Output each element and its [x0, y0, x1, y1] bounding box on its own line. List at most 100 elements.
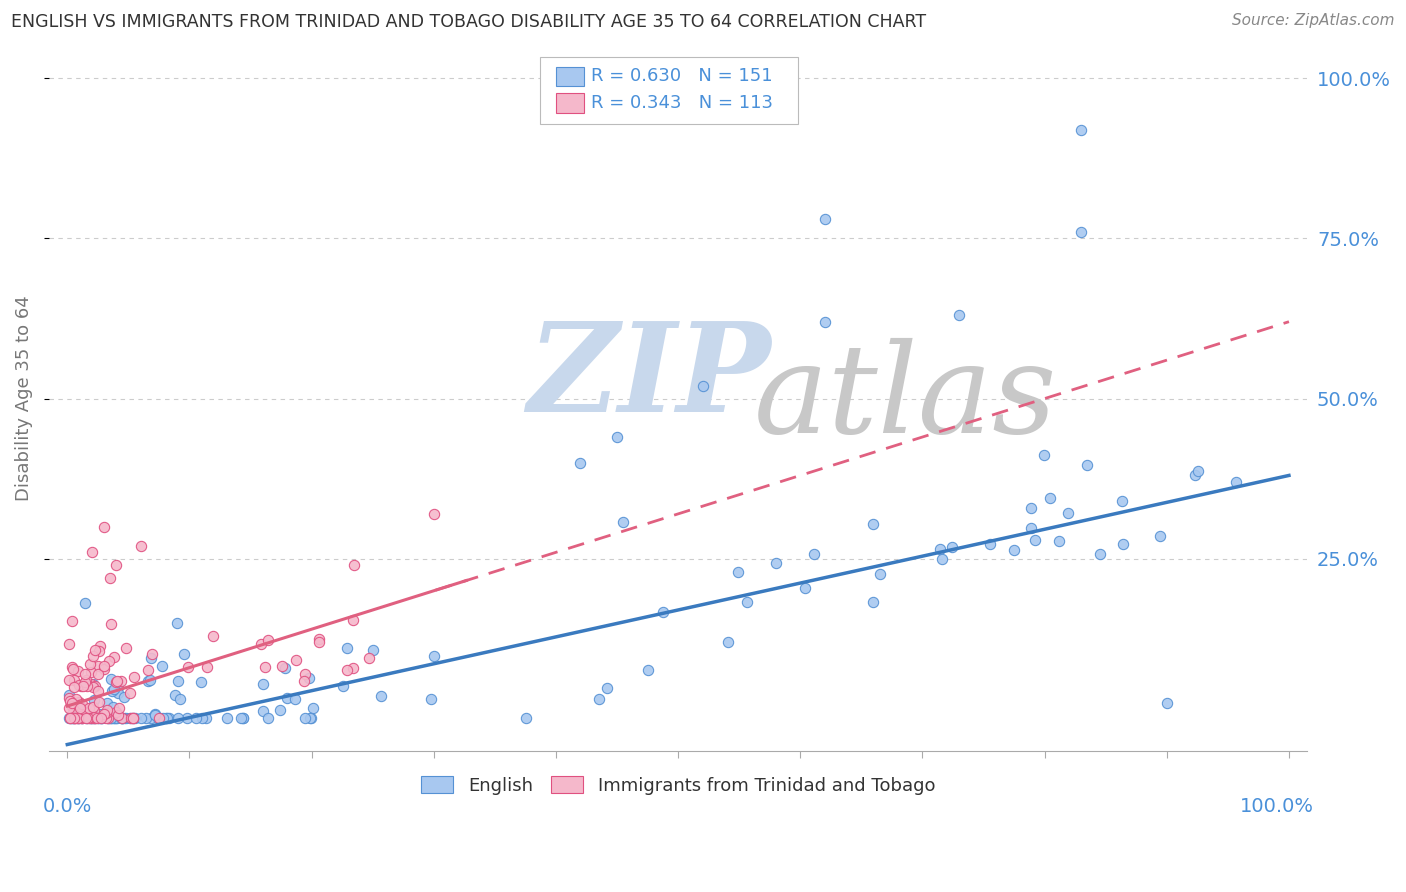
Point	[104, 711, 127, 725]
Point	[96, 710, 118, 724]
Text: Source: ZipAtlas.com: Source: ZipAtlas.com	[1232, 13, 1395, 29]
Point	[169, 691, 191, 706]
Point	[138, 674, 160, 689]
Point	[83, 711, 105, 725]
Point	[110, 711, 132, 725]
Point	[66, 711, 89, 725]
Point	[80, 545, 103, 559]
Point	[111, 711, 134, 725]
Point	[67, 711, 90, 725]
Point	[862, 595, 884, 609]
Point	[342, 661, 364, 675]
FancyBboxPatch shape	[555, 94, 583, 113]
Point	[423, 507, 446, 521]
Point	[1047, 534, 1070, 549]
Text: R = 0.630   N = 151: R = 0.630 N = 151	[592, 67, 773, 85]
Point	[58, 690, 80, 705]
Point	[271, 659, 294, 673]
Point	[727, 565, 749, 579]
Point	[1039, 491, 1062, 505]
Point	[1225, 475, 1247, 489]
Point	[342, 613, 364, 627]
Point	[129, 711, 152, 725]
Point	[93, 519, 115, 533]
Point	[84, 643, 107, 657]
Point	[257, 711, 280, 725]
Point	[101, 711, 124, 725]
Point	[93, 658, 115, 673]
Point	[73, 667, 96, 681]
Point	[190, 674, 212, 689]
Point	[58, 673, 80, 688]
Point	[1070, 225, 1092, 239]
Point	[65, 692, 87, 706]
Point	[118, 711, 141, 725]
Point	[84, 711, 107, 725]
Point	[150, 659, 173, 673]
Point	[284, 691, 307, 706]
Point	[173, 648, 195, 662]
Point	[606, 430, 628, 444]
Point	[612, 515, 634, 529]
Point	[114, 640, 136, 655]
Point	[129, 539, 152, 553]
Point	[80, 711, 103, 725]
Point	[58, 637, 80, 651]
Point	[58, 701, 80, 715]
Point	[110, 711, 132, 725]
Point	[83, 703, 105, 717]
Point	[1021, 521, 1043, 535]
Point	[114, 711, 136, 725]
Point	[100, 711, 122, 725]
Point	[336, 640, 359, 655]
Point	[110, 674, 132, 689]
Point	[58, 711, 80, 725]
Point	[292, 674, 315, 689]
Point	[765, 557, 787, 571]
Point	[107, 686, 129, 700]
Point	[89, 639, 111, 653]
Point	[423, 648, 446, 663]
Point	[79, 665, 101, 680]
Point	[67, 678, 90, 692]
Point	[814, 315, 837, 329]
Point	[105, 674, 128, 689]
Text: ENGLISH VS IMMIGRANTS FROM TRINIDAD AND TOBAGO DISABILITY AGE 35 TO 64 CORRELATI: ENGLISH VS IMMIGRANTS FROM TRINIDAD AND …	[11, 13, 927, 31]
Point	[104, 675, 127, 690]
Point	[256, 633, 278, 648]
Point	[146, 711, 169, 725]
Point	[63, 673, 86, 687]
Point	[107, 681, 129, 695]
Point	[148, 711, 170, 725]
Point	[96, 711, 118, 725]
Point	[1156, 696, 1178, 710]
Point	[163, 688, 186, 702]
Point	[100, 617, 122, 632]
Point	[76, 711, 98, 725]
Point	[167, 673, 190, 688]
Point	[62, 698, 84, 713]
Point	[96, 710, 118, 724]
Point	[58, 711, 80, 725]
Point	[202, 629, 225, 643]
FancyBboxPatch shape	[540, 57, 797, 124]
Point	[515, 711, 537, 725]
Point	[63, 711, 86, 725]
Point	[149, 711, 172, 725]
Point	[299, 711, 322, 725]
Point	[1149, 529, 1171, 543]
Point	[1070, 122, 1092, 136]
Point	[136, 663, 159, 677]
Point	[931, 552, 953, 566]
Point	[72, 679, 94, 693]
Point	[122, 711, 145, 725]
Point	[651, 605, 673, 619]
Point	[82, 680, 104, 694]
Point	[62, 711, 84, 725]
Point	[73, 708, 96, 723]
Point	[93, 662, 115, 676]
Point	[63, 680, 86, 694]
Y-axis label: Disability Age 35 to 64: Disability Age 35 to 64	[15, 295, 32, 501]
Point	[928, 541, 950, 556]
Point	[588, 691, 610, 706]
